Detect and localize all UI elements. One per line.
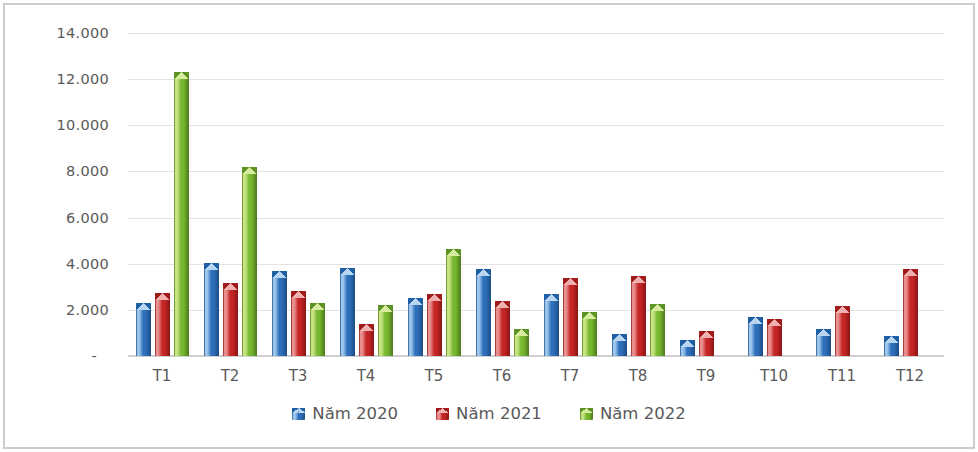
y-tick-label: 6.000 — [29, 209, 109, 227]
y-tick-label: 2.000 — [29, 301, 109, 319]
bar-năm-2020-t11 — [816, 329, 831, 356]
bar-group-t11 — [808, 33, 876, 356]
legend-item-năm-2022: Năm 2022 — [580, 404, 686, 423]
x-tick-label-t10: T10 — [740, 365, 808, 387]
bar-group-t2 — [196, 33, 264, 356]
legend-marker-icon — [436, 408, 449, 420]
plot-area — [128, 33, 944, 356]
chart-frame: 14.00012.00010.0008.0006.0004.0002.000- … — [3, 3, 975, 449]
bar-năm-2021-t1 — [155, 293, 170, 356]
bar-năm-2022-t7 — [582, 312, 597, 356]
x-axis: T1T2T3T4T5T6T7T8T9T10T11T12 — [128, 365, 944, 387]
legend-marker-icon — [580, 408, 593, 420]
legend-label: Năm 2021 — [456, 404, 542, 423]
y-tick-label: 4.000 — [29, 255, 109, 273]
x-tick-label-t6: T6 — [468, 365, 536, 387]
bar-năm-2020-t12 — [884, 336, 899, 356]
x-tick-label-t7: T7 — [536, 365, 604, 387]
legend-label: Năm 2020 — [312, 404, 398, 423]
legend-item-năm-2020: Năm 2020 — [292, 404, 398, 423]
x-tick-label-t1: T1 — [128, 365, 196, 387]
x-tick-label-t12: T12 — [876, 365, 944, 387]
bar-năm-2020-t10 — [748, 317, 763, 356]
bar-năm-2020-t7 — [544, 294, 559, 356]
bar-năm-2021-t10 — [767, 319, 782, 356]
bar-group-t12 — [876, 33, 944, 356]
bar-năm-2021-t9 — [699, 331, 714, 356]
bar-năm-2022-t8 — [650, 304, 665, 356]
bar-group-t6 — [468, 33, 536, 356]
bar-group-t3 — [264, 33, 332, 356]
bar-group-t10 — [740, 33, 808, 356]
bar-năm-2022-t2 — [242, 167, 257, 356]
bar-năm-2021-t7 — [563, 278, 578, 356]
y-tick-label: - — [29, 347, 109, 365]
bar-group-t5 — [400, 33, 468, 356]
bar-năm-2020-t8 — [612, 334, 627, 356]
legend-marker-icon — [292, 408, 305, 420]
bar-năm-2020-t9 — [680, 340, 695, 356]
bar-năm-2020-t5 — [408, 298, 423, 356]
y-tick-label: 12.000 — [29, 70, 109, 88]
bar-năm-2021-t8 — [631, 276, 646, 356]
legend-item-năm-2021: Năm 2021 — [436, 404, 542, 423]
bar-năm-2022-t6 — [514, 329, 529, 356]
bar-group-t9 — [672, 33, 740, 356]
bar-năm-2020-t3 — [272, 271, 287, 356]
bar-năm-2021-t12 — [903, 269, 918, 356]
bar-năm-2020-t1 — [136, 303, 151, 356]
legend: Năm 2020 Năm 2021 Năm 2022 — [5, 404, 973, 423]
bar-năm-2021-t5 — [427, 294, 442, 356]
bar-năm-2021-t4 — [359, 324, 374, 356]
bar-group-t1 — [128, 33, 196, 356]
y-axis: 14.000 12.000 10.000 8.000 6.000 4.000 2.000 - — [29, 5, 109, 447]
bar-năm-2021-t6 — [495, 301, 510, 356]
x-tick-label-t5: T5 — [400, 365, 468, 387]
bar-năm-2020-t4 — [340, 268, 355, 356]
bar-năm-2021-t11 — [835, 306, 850, 356]
bar-group-t7 — [536, 33, 604, 356]
x-tick-label-t2: T2 — [196, 365, 264, 387]
bar-group-t8 — [604, 33, 672, 356]
chart-canvas: 14.00012.00010.0008.0006.0004.0002.000- … — [0, 0, 978, 452]
x-tick-label-t3: T3 — [264, 365, 332, 387]
x-tick-label-t8: T8 — [604, 365, 672, 387]
bar-năm-2022-t1 — [174, 72, 189, 356]
bar-group-t4 — [332, 33, 400, 356]
bar-năm-2020-t6 — [476, 269, 491, 356]
y-tick-label: 10.000 — [29, 116, 109, 134]
bar-năm-2022-t4 — [378, 305, 393, 356]
bar-năm-2022-t5 — [446, 249, 461, 356]
x-tick-label-t9: T9 — [672, 365, 740, 387]
y-tick-label: 8.000 — [29, 162, 109, 180]
legend-label: Năm 2022 — [600, 404, 686, 423]
x-tick-label-t4: T4 — [332, 365, 400, 387]
bar-năm-2022-t3 — [310, 303, 325, 356]
y-tick-label: 14.000 — [29, 24, 109, 42]
x-tick-label-t11: T11 — [808, 365, 876, 387]
bar-năm-2020-t2 — [204, 263, 219, 356]
bar-năm-2021-t2 — [223, 283, 238, 356]
bar-năm-2021-t3 — [291, 291, 306, 356]
